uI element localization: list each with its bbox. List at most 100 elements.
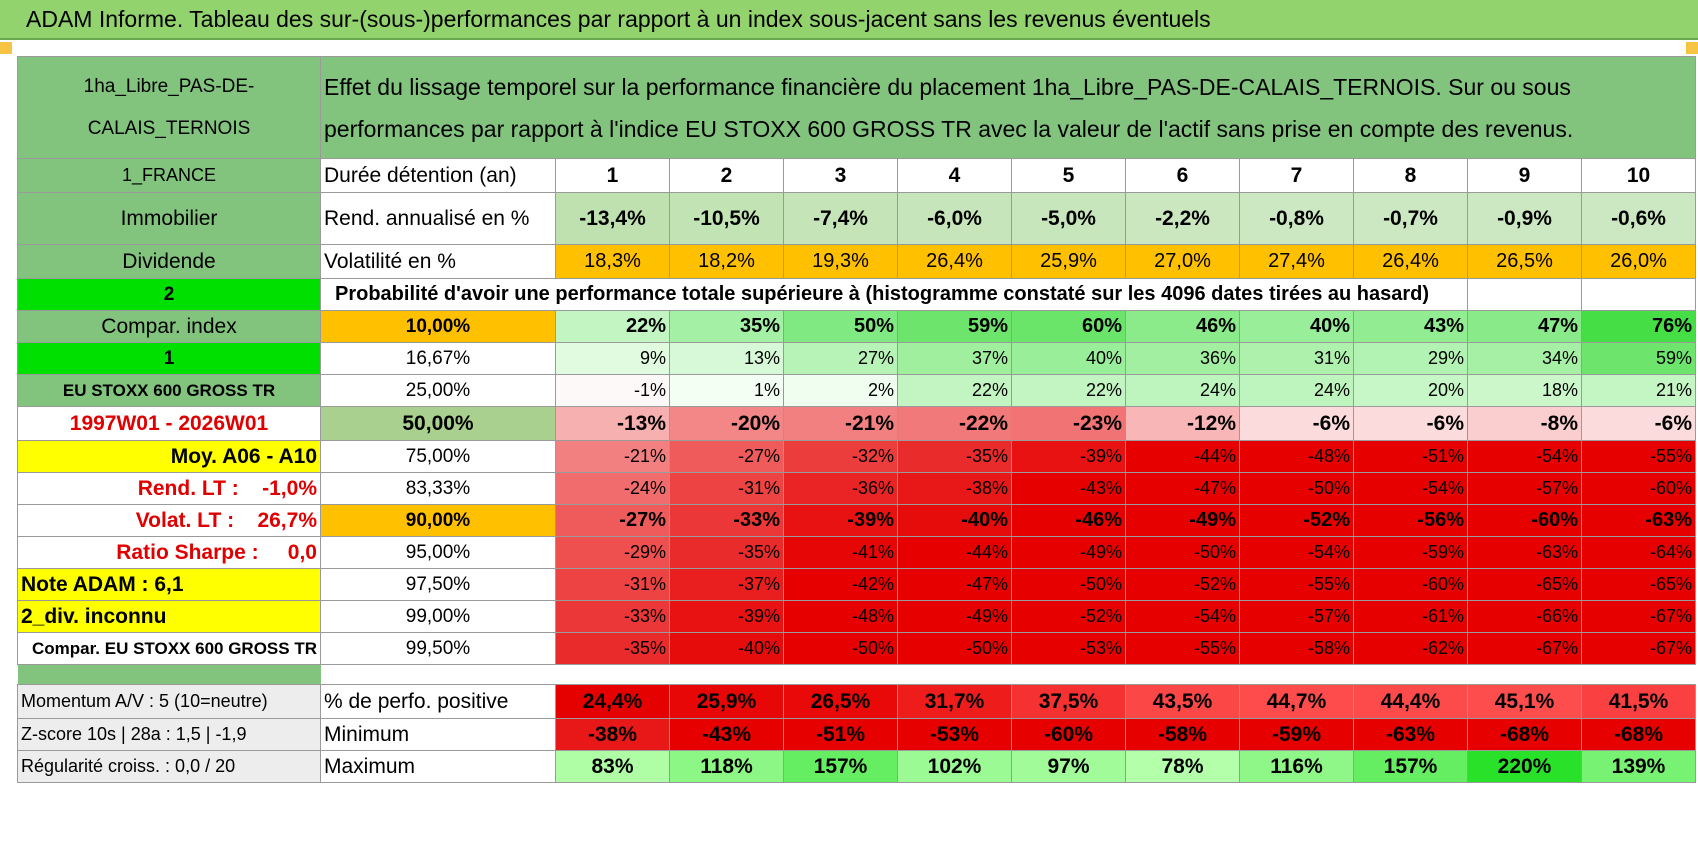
perf-value: -67% (1581, 632, 1696, 665)
perf-value: 59% (1581, 342, 1696, 375)
perf-value: -47% (897, 568, 1012, 601)
perf-value: -35% (555, 632, 670, 665)
perf-value: -39% (783, 504, 898, 537)
country-label: 1_FRANCE (17, 158, 321, 193)
perf-value: -60% (1581, 472, 1696, 505)
year-header: 2 (669, 158, 784, 193)
perf-value: 24% (1125, 374, 1240, 407)
perf-value: -31% (555, 568, 670, 601)
year-header: 6 (1125, 158, 1240, 193)
report-title-bar: ADAM Informe. Tableau des sur-(sous-)per… (0, 0, 1698, 40)
year-header: 7 (1239, 158, 1354, 193)
category-label: Immobilier (17, 192, 321, 245)
vol-value: 19,3% (783, 244, 898, 279)
perf-value: -60% (1467, 504, 1582, 537)
momentum-label: Momentum A/V : 5 (10=neutre) (17, 684, 321, 719)
note-adam-label: Note ADAM : 6,1 (17, 568, 321, 601)
perf-value: 21% (1581, 374, 1696, 407)
vol-value: 25,9% (1011, 244, 1126, 279)
perf-value: -44% (1125, 440, 1240, 473)
vol-value: 27,0% (1125, 244, 1240, 279)
perf-value: -46% (1011, 504, 1126, 537)
perf-value: 47% (1467, 310, 1582, 343)
rend-value: -7,4% (783, 192, 898, 245)
perf-value: -54% (1467, 440, 1582, 473)
pos-value: 44,4% (1353, 684, 1468, 719)
perf-value: 9% (555, 342, 670, 375)
perf-value: -52% (1011, 600, 1126, 633)
year-header: 1 (555, 158, 670, 193)
perf-value: 18% (1467, 374, 1582, 407)
quantile-value: 95,00% (320, 536, 556, 569)
perf-value: 60% (1011, 310, 1126, 343)
div-inconnu-label: 2_div. inconnu (17, 600, 321, 633)
perf-value: 2% (783, 374, 898, 407)
perf-value: -51% (1353, 440, 1468, 473)
perf-value: -35% (669, 536, 784, 569)
perf-value: 31% (1239, 342, 1354, 375)
vol-value: 18,2% (669, 244, 784, 279)
perf-value: 50% (783, 310, 898, 343)
quantile-row: 1997W01 - 2026W01 50,00% -13% -20% -21% -22% -… (17, 406, 1696, 441)
min-value: -58% (1125, 718, 1240, 751)
perf-value: -54% (1125, 600, 1240, 633)
performance-table: 1ha_Libre_PAS-DE-CALAIS_TERNOIS Effet du … (17, 56, 1696, 783)
perf-value: -27% (555, 504, 670, 537)
perf-value: 37% (897, 342, 1012, 375)
perf-value: -50% (783, 632, 898, 665)
perf-value: -35% (897, 440, 1012, 473)
max-value: 220% (1467, 750, 1582, 783)
empty-cell (1468, 665, 1582, 685)
prob-row: 2 Probabilité d'avoir une performance tot… (17, 278, 1696, 311)
perf-value: -50% (1125, 536, 1240, 569)
perf-value: -22% (897, 406, 1012, 441)
year-header: 9 (1467, 158, 1582, 193)
asset-name: 1ha_Libre_PAS-DE-CALAIS_TERNOIS (17, 56, 321, 159)
perf-value: 59% (897, 310, 1012, 343)
perf-value: -6% (1353, 406, 1468, 441)
max-value: 157% (783, 750, 898, 783)
rend-value: -2,2% (1125, 192, 1240, 245)
rend-value: -13,4% (555, 192, 670, 245)
perf-value: -49% (1125, 504, 1240, 537)
perf-value: -53% (1011, 632, 1126, 665)
corner-marker-right (1686, 42, 1698, 54)
min-value: -68% (1581, 718, 1696, 751)
perf-value: -67% (1581, 600, 1696, 633)
perf-value: -66% (1467, 600, 1582, 633)
num2-label: 2 (17, 278, 321, 311)
quantile-row: Rend. LT : -1,0% 83,33% -24% -31% -36% -38% -4… (17, 472, 1696, 505)
perf-value: -52% (1239, 504, 1354, 537)
perf-value: 1% (669, 374, 784, 407)
max-value: 83% (555, 750, 670, 783)
year-header: 5 (1011, 158, 1126, 193)
min-value: -51% (783, 718, 898, 751)
perf-value: 29% (1353, 342, 1468, 375)
year-header: 8 (1353, 158, 1468, 193)
pos-value: 25,9% (669, 684, 784, 719)
empty-cell (1582, 665, 1696, 685)
perf-value: -65% (1581, 568, 1696, 601)
max-value: 102% (897, 750, 1012, 783)
gap-bar (17, 664, 321, 685)
min-value: -68% (1467, 718, 1582, 751)
empty-cell (556, 665, 670, 685)
perf-value: -41% (783, 536, 898, 569)
quantile-row: Moy. A06 - A10 75,00% -21% -27% -32% -35% -39%… (17, 440, 1696, 473)
year-header: 3 (783, 158, 898, 193)
perf-value: 13% (669, 342, 784, 375)
max-row: Régularité croiss. : 0,0 / 20 Maximum 83% 1… (17, 750, 1696, 783)
year-header: 10 (1581, 158, 1696, 193)
empty-cell (1467, 278, 1582, 311)
vol-row: Dividende Volatilité en % 18,3% 18,2% 19,3% 2… (17, 244, 1696, 279)
empty-cell (1012, 665, 1126, 685)
quantile-value: 16,67% (320, 342, 556, 375)
perf-value: 40% (1011, 342, 1126, 375)
rend-value: -6,0% (897, 192, 1012, 245)
perf-value: 24% (1239, 374, 1354, 407)
pos-value: 41,5% (1581, 684, 1696, 719)
regularite-label: Régularité croiss. : 0,0 / 20 (17, 750, 321, 783)
empty-cell (1354, 665, 1468, 685)
perf-value: -62% (1353, 632, 1468, 665)
quantile-row: Note ADAM : 6,1 97,50% -31% -37% -42% -47% -50… (17, 568, 1696, 601)
